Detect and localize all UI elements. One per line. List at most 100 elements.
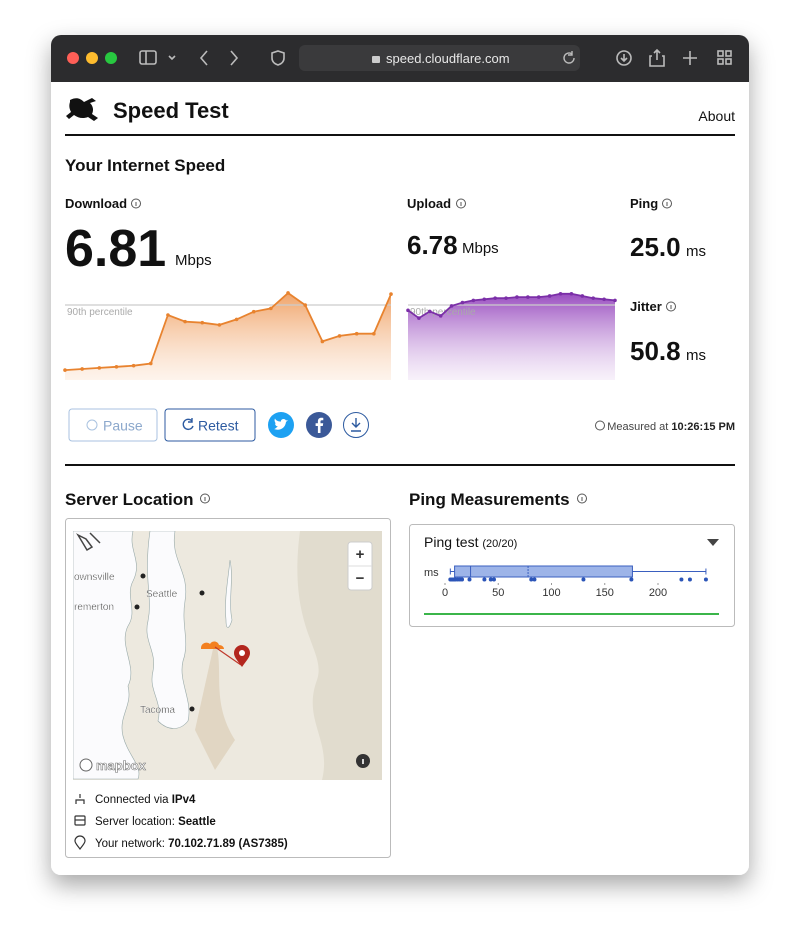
sample-dot xyxy=(547,294,552,298)
sample-dot xyxy=(591,296,596,300)
reload-icon[interactable] xyxy=(563,51,575,64)
address-bar[interactable] xyxy=(299,45,580,71)
x-tick-label: 200 xyxy=(649,587,667,599)
info-label: Connected via xyxy=(95,794,169,806)
info-line: Connected via IPv4 xyxy=(95,794,196,806)
zoom-out[interactable]: − xyxy=(356,570,365,587)
map-labels: ownsville Seattle remerton Tacoma xyxy=(74,572,178,716)
divider xyxy=(65,464,735,466)
info-label: Your network: xyxy=(95,838,165,850)
site-title: Speed Test xyxy=(113,98,229,123)
sample-dot xyxy=(114,364,119,369)
map-label: remerton xyxy=(74,602,114,613)
city-dot xyxy=(134,604,140,610)
sample-dot xyxy=(337,334,342,338)
box-plot: 0 50 100 150 200 xyxy=(442,565,708,599)
sample-dot xyxy=(460,300,465,305)
sample-dot xyxy=(417,316,421,320)
map-label: ownsville xyxy=(74,572,115,583)
sample-dot xyxy=(602,297,606,302)
expand-toggle[interactable] xyxy=(707,539,719,546)
map-info-glyph xyxy=(362,759,364,764)
city-dot xyxy=(199,590,205,596)
retest-button[interactable] xyxy=(164,408,256,442)
close[interactable] xyxy=(67,52,79,64)
metric-label: Upload xyxy=(407,196,451,211)
sample-dot xyxy=(471,298,476,303)
x-tick-label: 50 xyxy=(492,587,504,599)
divider xyxy=(65,134,735,136)
ping-value: 25.0 xyxy=(630,232,681,262)
sample-dot xyxy=(200,320,205,325)
ping-test-title[interactable]: Ping test (20/20) xyxy=(424,534,517,550)
box xyxy=(454,565,633,578)
sample-dot xyxy=(580,294,585,298)
ping-test-label: Ping test xyxy=(424,534,479,550)
city-dot xyxy=(140,573,146,579)
axis-unit: ms xyxy=(424,567,439,579)
minimize[interactable] xyxy=(86,52,98,64)
sample-dot xyxy=(406,308,410,313)
info-line: Server location: Seattle xyxy=(95,816,216,828)
ping-point xyxy=(467,577,472,582)
info-icons xyxy=(131,198,676,504)
unit: Mbps xyxy=(175,252,212,269)
sample-dot xyxy=(558,291,563,296)
metric-label: Ping xyxy=(630,196,658,211)
pause-icon xyxy=(86,419,98,431)
download-icon xyxy=(351,418,361,432)
map-label: Seattle xyxy=(146,589,178,600)
twitter-icon xyxy=(274,418,288,430)
sample-dot xyxy=(251,309,256,314)
section-heading: Ping Measurements xyxy=(409,490,570,509)
map-label: Tacoma xyxy=(140,705,175,716)
info-label: Server location: xyxy=(95,816,175,828)
pause-button[interactable] xyxy=(68,408,158,442)
sample-dot xyxy=(217,323,222,327)
pause-label[interactable]: Pause xyxy=(103,418,143,434)
sample-dot xyxy=(286,291,290,295)
sample-dot xyxy=(569,291,574,296)
sample-dot xyxy=(438,314,443,318)
area xyxy=(408,293,615,380)
ping-point xyxy=(703,577,708,582)
metric-label: Download xyxy=(65,196,127,211)
zoom[interactable] xyxy=(105,52,117,64)
info-value: Seattle xyxy=(178,816,216,828)
sample-dot xyxy=(536,295,541,299)
about-link[interactable]: About xyxy=(698,108,735,124)
attribution: mapbox xyxy=(96,758,147,773)
server-info: Connected via IPv4 Server location: Seatt… xyxy=(95,794,288,850)
sample-dot xyxy=(148,361,153,366)
retest-label[interactable]: Retest xyxy=(198,418,239,434)
sample-dot xyxy=(515,295,519,299)
x-tick-label: 150 xyxy=(596,587,614,599)
upload-value: 6.78 xyxy=(407,230,458,260)
download-value: 6.81 xyxy=(65,220,166,278)
info-line-icons xyxy=(74,794,86,850)
jitter-value: 50.8 xyxy=(630,336,681,366)
url: speed.cloudflare.com xyxy=(386,51,510,66)
section-heading: Your Internet Speed xyxy=(65,156,225,175)
lock-icon xyxy=(372,56,380,63)
sample-dot xyxy=(372,331,376,336)
sample-dot xyxy=(504,296,508,300)
sample-dot xyxy=(97,366,102,370)
measured-time: 10:26:15 PM xyxy=(671,421,735,433)
sample-dot xyxy=(183,319,187,324)
sample-dot xyxy=(389,292,393,296)
zoom-in[interactable]: + xyxy=(356,546,365,563)
sample-dot xyxy=(354,331,359,336)
mapbox-logo xyxy=(79,758,93,772)
ping-point xyxy=(679,577,684,582)
cloudflare-icon xyxy=(201,641,224,649)
sample-dot xyxy=(320,339,325,344)
ping-point xyxy=(532,577,537,582)
upload-chart: 90th percentile xyxy=(406,291,617,380)
logo xyxy=(66,98,98,121)
ping-point xyxy=(687,577,692,582)
unit: Mbps xyxy=(462,240,499,257)
sample-dot xyxy=(63,368,67,372)
unit: ms xyxy=(686,347,706,364)
line xyxy=(64,291,392,371)
